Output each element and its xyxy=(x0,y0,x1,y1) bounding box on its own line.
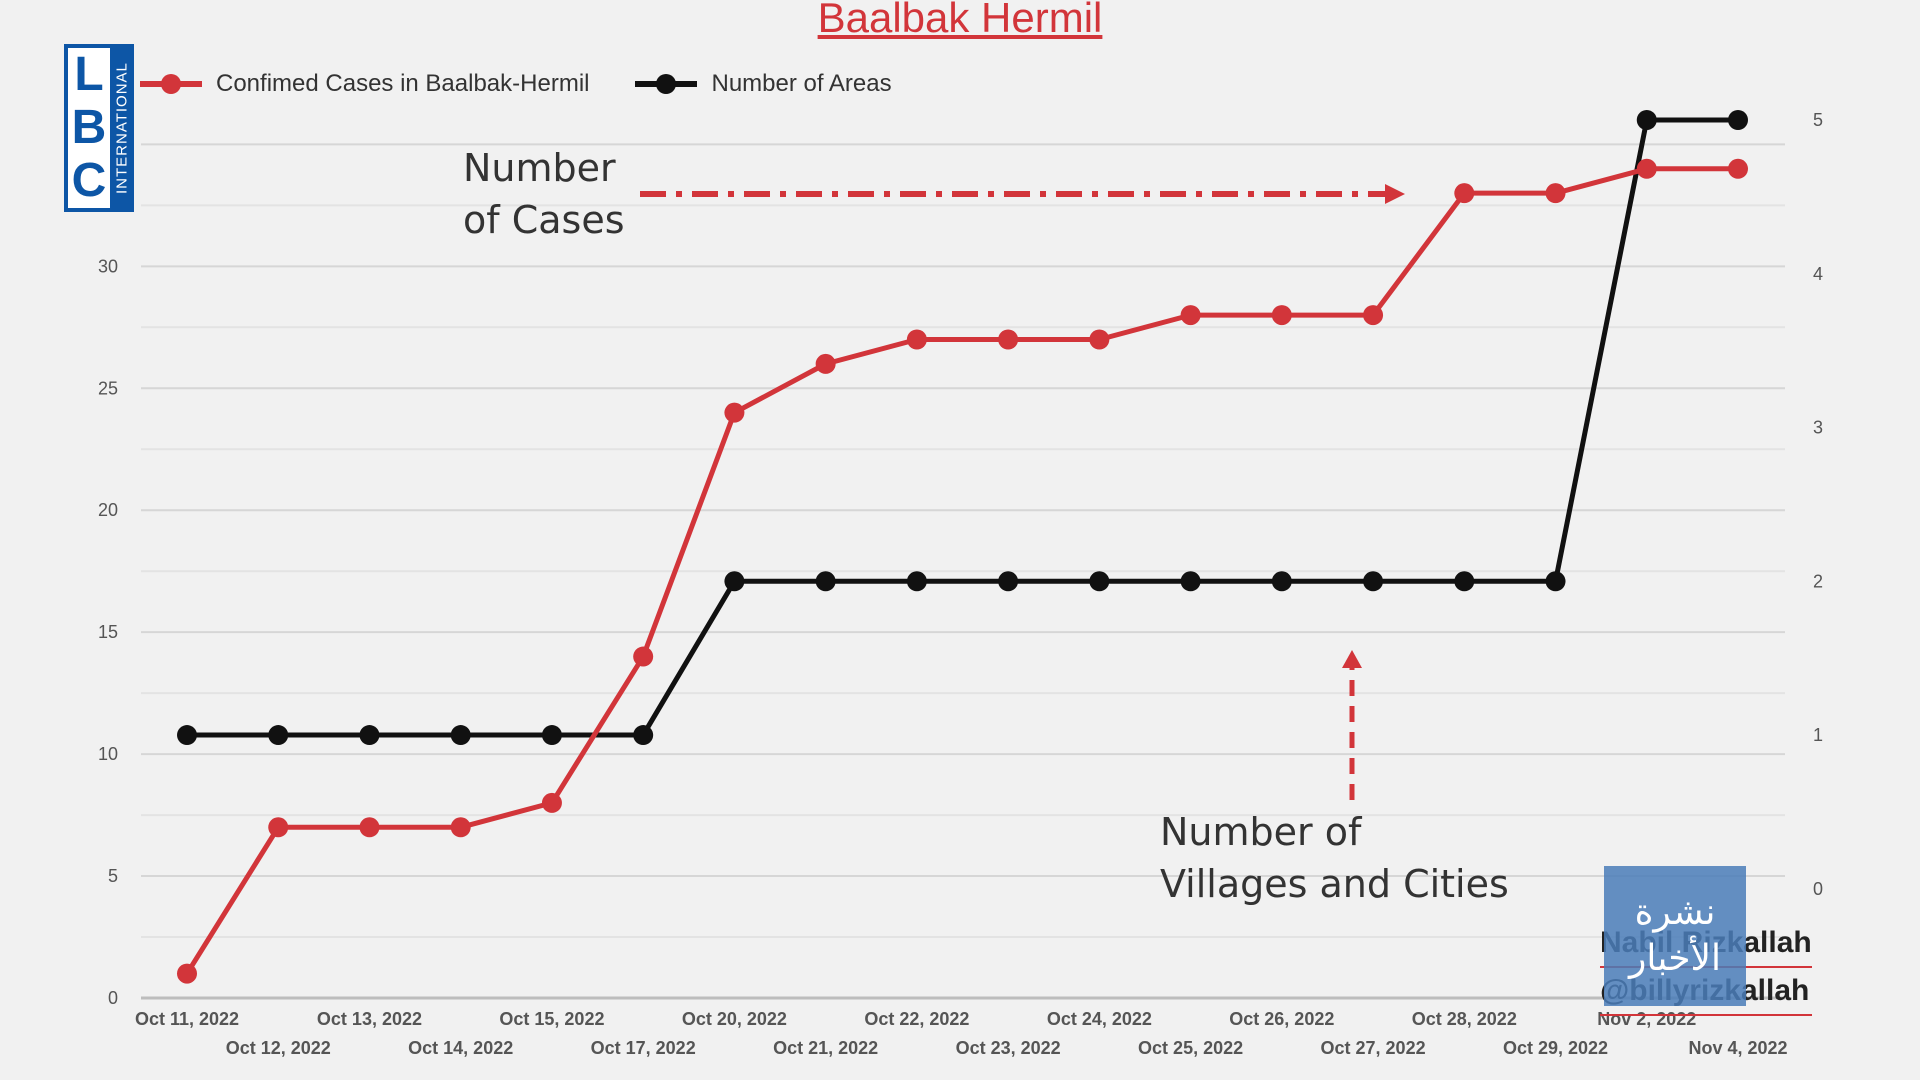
cases-point xyxy=(177,963,197,984)
y-left-tick-label: 0 xyxy=(108,988,118,1008)
cases-point xyxy=(1180,305,1201,326)
y-left-tick-label: 5 xyxy=(108,866,118,886)
areas-point xyxy=(1454,571,1475,592)
x-tick-label: Oct 21, 2022 xyxy=(773,1038,878,1058)
x-tick-label: Oct 11, 2022 xyxy=(135,1009,239,1029)
y-left-tick-label: 10 xyxy=(98,744,118,764)
grid-lines xyxy=(141,143,1785,1000)
villages-arrow-head xyxy=(1342,650,1362,668)
areas-point xyxy=(1271,571,1292,592)
y-left-tick-label: 30 xyxy=(98,256,118,276)
x-tick-label: Oct 27, 2022 xyxy=(1321,1038,1426,1058)
nashra-line-2: الأخبار xyxy=(1628,938,1721,979)
y-right-tick-label: 1 xyxy=(1813,725,1823,745)
annotation-villages-line-2: Villages and Cities xyxy=(1160,862,1509,906)
y-right-tick-label: 5 xyxy=(1813,110,1823,130)
areas-point xyxy=(815,571,836,592)
legend-swatch-cases xyxy=(140,74,202,94)
cases-point xyxy=(450,817,471,838)
nashra-line-1: نشرة xyxy=(1634,892,1716,933)
areas-point xyxy=(724,571,745,592)
lbc-letter-b: B xyxy=(71,100,107,154)
legend-item-areas: Number of Areas xyxy=(635,70,892,98)
x-tick-label: Oct 14, 2022 xyxy=(408,1038,513,1058)
cases-point xyxy=(359,817,380,838)
y-right-tick-label: 0 xyxy=(1813,879,1823,899)
areas-point xyxy=(1180,571,1201,592)
areas-point xyxy=(177,725,197,746)
annotation-villages-line-1: Number of xyxy=(1160,810,1362,854)
annotation-cases-line-1: Number xyxy=(463,146,616,190)
cases-point xyxy=(906,329,927,350)
cases-arrow-head xyxy=(1385,184,1405,204)
cases-point xyxy=(1545,183,1566,204)
series-layer xyxy=(177,110,1748,984)
annotation-cases-line-2: of Cases xyxy=(463,198,625,242)
x-tick-label: Oct 28, 2022 xyxy=(1412,1009,1517,1029)
areas-point xyxy=(450,725,471,746)
annotation-cases: Number of Cases xyxy=(463,142,625,246)
x-tick-label: Oct 15, 2022 xyxy=(499,1009,604,1029)
y-right-tick-label: 4 xyxy=(1813,264,1823,284)
areas-point xyxy=(541,725,562,746)
areas-line xyxy=(187,117,1738,738)
lbc-logo: L B C INTERNATIONAL xyxy=(64,44,134,212)
cases-point xyxy=(541,792,562,813)
chart-title: Baalbak Hermil xyxy=(817,0,1103,41)
areas-point xyxy=(633,725,654,746)
x-tick-label: Oct 13, 2022 xyxy=(317,1009,422,1029)
areas-point xyxy=(1728,110,1748,130)
cases-point xyxy=(268,817,289,838)
cases-point xyxy=(1454,183,1475,204)
areas-point xyxy=(268,725,289,746)
cases-point xyxy=(998,329,1019,350)
lbc-international: INTERNATIONAL xyxy=(113,62,131,194)
cases-line xyxy=(184,166,1738,975)
legend-item-cases: Confimed Cases in Baalbak-Hermil xyxy=(140,70,589,98)
y-left-tick-label: 20 xyxy=(98,500,118,520)
areas-point xyxy=(906,571,927,592)
annotation-arrows xyxy=(640,184,1405,800)
areas-point xyxy=(1089,571,1110,592)
cases-point xyxy=(724,402,745,423)
x-tick-label: Oct 22, 2022 xyxy=(864,1009,969,1029)
x-tick-label: Oct 25, 2022 xyxy=(1138,1038,1243,1058)
cases-point xyxy=(1728,158,1748,179)
x-tick-label: Oct 24, 2022 xyxy=(1047,1009,1152,1029)
x-tick-label: Oct 29, 2022 xyxy=(1503,1038,1608,1058)
x-tick-label: Oct 17, 2022 xyxy=(591,1038,696,1058)
y-left-tick-label: 25 xyxy=(98,378,118,398)
y-right-tick-label: 2 xyxy=(1813,571,1823,591)
x-tick-label: Nov 4, 2022 xyxy=(1688,1038,1787,1058)
cases-point xyxy=(1363,305,1384,326)
areas-point xyxy=(1636,110,1657,130)
annotation-villages: Number of Villages and Cities xyxy=(1160,806,1509,910)
lbc-letter-c: C xyxy=(71,154,107,208)
y-right-tick-label: 3 xyxy=(1813,418,1823,438)
cases-point xyxy=(1636,158,1657,179)
areas-point xyxy=(1545,571,1566,592)
x-tick-label: Oct 12, 2022 xyxy=(226,1038,331,1058)
legend-label-cases: Confimed Cases in Baalbak-Hermil xyxy=(216,70,590,97)
areas-point xyxy=(998,571,1019,592)
lbc-letter-l: L xyxy=(74,47,104,101)
cases-point xyxy=(1089,329,1110,350)
x-tick-label: Oct 23, 2022 xyxy=(956,1038,1061,1058)
areas-point xyxy=(359,725,380,746)
y-left-tick-label: 15 xyxy=(98,622,118,642)
legend-label-areas: Number of Areas xyxy=(711,70,892,97)
lbc-letters: L B C xyxy=(68,48,110,208)
legend-swatch-areas xyxy=(635,74,698,94)
cases-point xyxy=(633,646,654,667)
nashra-logo: نشرة الأخبار xyxy=(1604,866,1746,1006)
x-tick-label: Oct 20, 2022 xyxy=(682,1009,787,1029)
axis-ticks: 0 5 10 15 20 25 30 0 1 2 3 4 5 Oct 11, 2022 Oct 12, 20… xyxy=(98,110,1823,1058)
areas-point xyxy=(1363,571,1384,592)
cases-point xyxy=(1271,305,1292,326)
cases-point xyxy=(815,353,836,374)
x-tick-label: Oct 26, 2022 xyxy=(1229,1009,1334,1029)
legend: Confimed Cases in Baalbak-Hermil Number … xyxy=(140,70,892,98)
